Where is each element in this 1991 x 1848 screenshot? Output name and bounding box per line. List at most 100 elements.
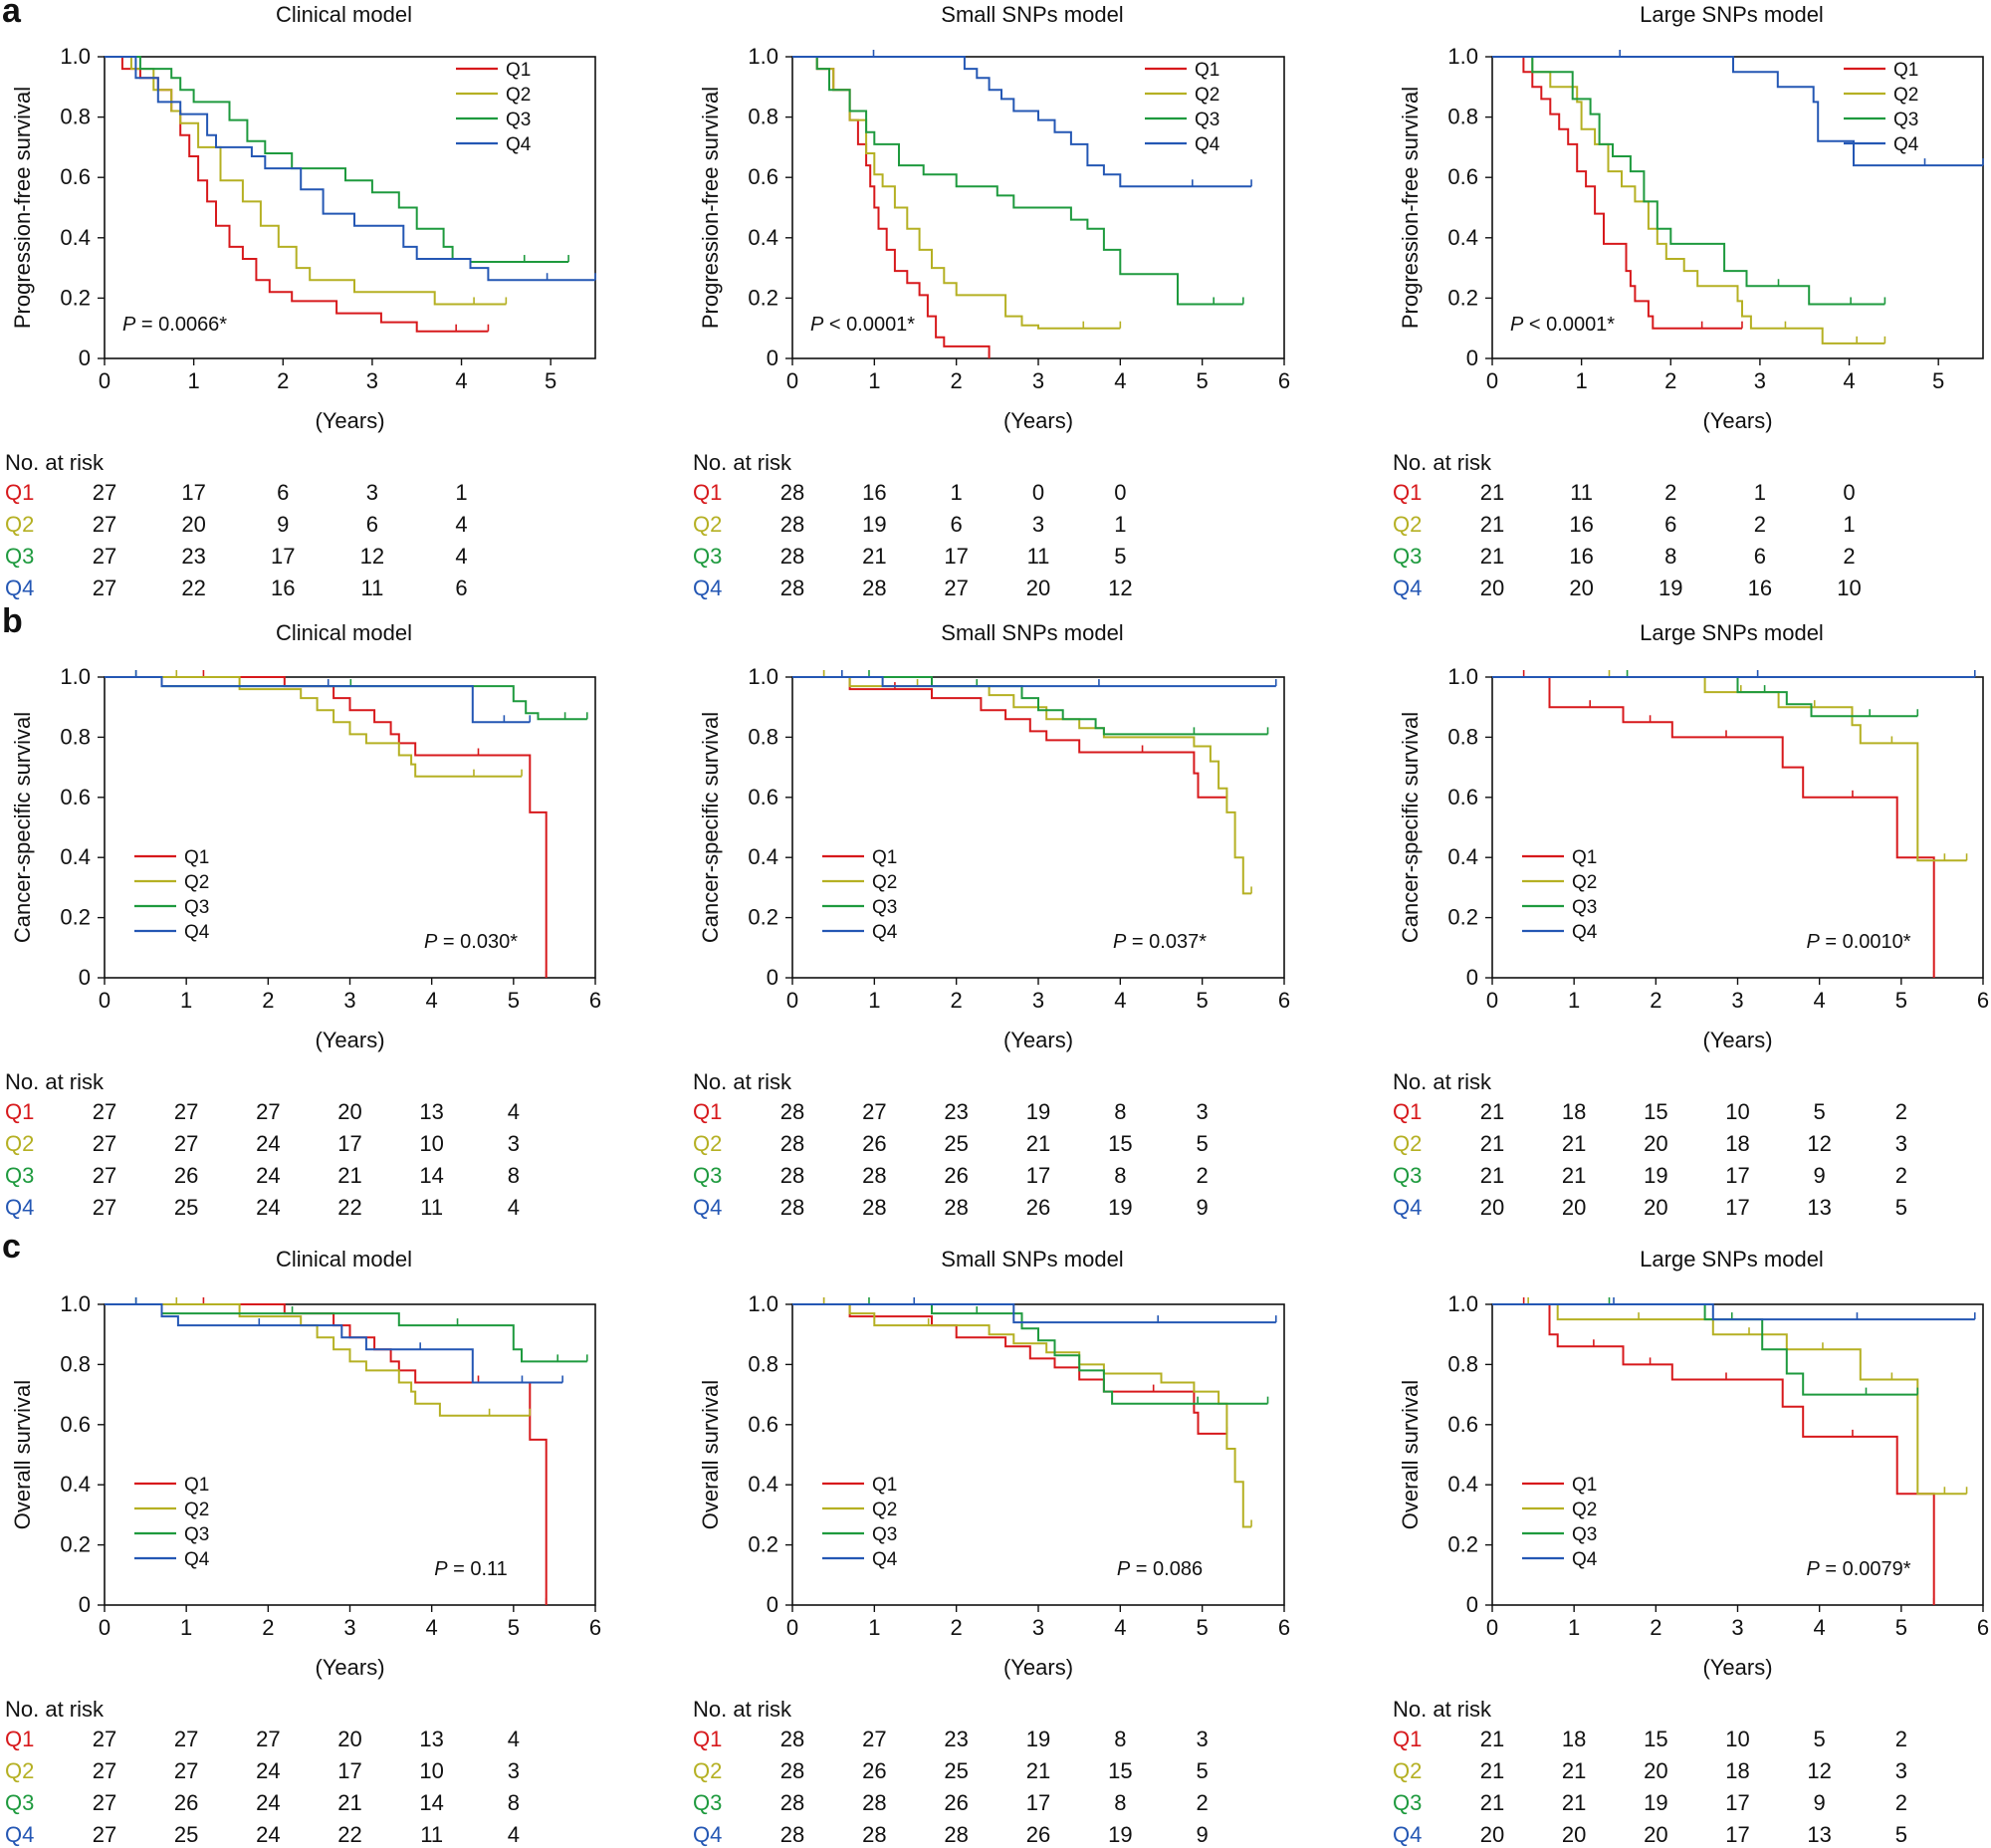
risk-table-count: 8 (508, 1163, 520, 1188)
x-tick-label: 0 (786, 368, 798, 393)
x-tick-label: 1 (868, 988, 880, 1013)
risk-table-count: 10 (419, 1758, 443, 1783)
y-tick-label: 0 (79, 965, 91, 990)
y-tick-label: 1.0 (1447, 1291, 1478, 1316)
p-value-text: = 0.030* (437, 931, 518, 953)
risk-table-count: 18 (1725, 1131, 1749, 1156)
risk-table-count: 21 (1480, 1131, 1504, 1156)
risk-table-group-q3: Q3 (5, 1163, 34, 1188)
x-tick-label: 5 (508, 1615, 520, 1640)
p-value: P = 0.0010* (1806, 931, 1910, 953)
p-value: P = 0.0066* (122, 314, 227, 336)
risk-table-group-q2: Q2 (5, 1758, 34, 1783)
risk-table-count: 6 (366, 512, 378, 537)
risk-table-count: 2 (1895, 1727, 1907, 1751)
chart-title: Large SNPs model (1640, 2, 1824, 27)
legend-label-q2: Q2 (872, 872, 897, 893)
risk-table-count: 21 (1480, 512, 1504, 537)
survival-curve-q4 (105, 1303, 563, 1384)
risk-table-count: 3 (1032, 512, 1044, 537)
y-tick-label: 0.8 (1447, 105, 1478, 129)
x-tick-label: 3 (1754, 368, 1766, 393)
risk-table-count: 27 (174, 1758, 198, 1783)
y-tick-label: 0.2 (1447, 905, 1478, 930)
survival-curve-q4 (1492, 1303, 1975, 1321)
risk-table-count: 21 (1562, 1790, 1586, 1815)
y-tick-label: 0.8 (748, 1351, 778, 1376)
risk-table-count: 1 (951, 480, 963, 505)
p-value-symbol: P (1806, 931, 1820, 953)
y-tick-label: 0.8 (1447, 1351, 1478, 1376)
risk-table-count: 9 (1814, 1790, 1826, 1815)
risk-table-count: 13 (419, 1727, 443, 1751)
survival-curve-q1 (792, 676, 1227, 799)
risk-table-header: No. at risk (5, 1069, 105, 1094)
plot-frame (1491, 56, 1984, 359)
risk-table-count: 28 (862, 1790, 886, 1815)
risk-table-group-q1: Q1 (693, 480, 722, 505)
risk-table-count: 28 (780, 1099, 804, 1124)
risk-table-header: No. at risk (5, 450, 105, 475)
risk-table-group-q2: Q2 (693, 1758, 722, 1783)
risk-table-count: 20 (181, 512, 205, 537)
x-tick-label: 0 (99, 988, 111, 1013)
x-axis-label: (Years) (1702, 1655, 1772, 1680)
p-value-text: = 0.11 (448, 1558, 508, 1580)
p-value-symbol: P (434, 1558, 448, 1580)
x-tick-label: 2 (951, 988, 963, 1013)
risk-table-header: No. at risk (693, 1069, 792, 1094)
risk-table-group-q4: Q4 (693, 1822, 722, 1847)
risk-table-count: 17 (1026, 1790, 1050, 1815)
x-tick-label: 0 (786, 988, 798, 1013)
risk-table-group-q2: Q2 (1393, 1131, 1422, 1156)
p-value-symbol: P (1806, 1558, 1820, 1580)
survival-curve-q3 (1492, 1303, 1918, 1396)
risk-table-count: 27 (93, 576, 116, 600)
risk-table-count: 28 (780, 1163, 804, 1188)
y-tick-label: 0.8 (1447, 724, 1478, 749)
y-tick-label: 0.6 (748, 164, 778, 189)
x-tick-label: 1 (180, 988, 192, 1013)
x-tick-label: 0 (1486, 368, 1498, 393)
y-tick-label: 1.0 (748, 664, 778, 689)
y-axis-label: Progression-free survival (10, 87, 35, 329)
risk-table-group-q3: Q3 (1393, 544, 1422, 569)
x-axis-label: (Years) (315, 408, 384, 433)
survival-curve-q2 (105, 56, 507, 306)
x-axis-label: (Years) (1702, 408, 1772, 433)
x-tick-label: 3 (366, 368, 378, 393)
x-axis-label: (Years) (1702, 1028, 1772, 1052)
survival-curve-q1 (1492, 676, 1935, 978)
survival-curve-q3 (792, 56, 1243, 306)
legend-label-q4: Q4 (1893, 134, 1919, 155)
risk-table-count: 12 (1807, 1131, 1831, 1156)
risk-table-count: 17 (1725, 1195, 1749, 1220)
risk-table-count: 27 (93, 1195, 116, 1220)
legend-label-q1: Q1 (1572, 1475, 1597, 1496)
legend-label-q2: Q2 (184, 1500, 209, 1520)
risk-table-count: 3 (1197, 1727, 1209, 1751)
p-value-text: = 0.037* (1126, 931, 1207, 953)
x-tick-label: 5 (1895, 1615, 1907, 1640)
risk-table-count: 1 (1114, 512, 1126, 537)
p-value: P < 0.0001* (810, 314, 915, 336)
legend-label-q3: Q3 (1893, 110, 1918, 130)
y-axis-label: Progression-free survival (698, 87, 723, 329)
risk-table-count: 25 (174, 1822, 198, 1847)
legend-label-q1: Q1 (872, 847, 897, 868)
risk-table-count: 10 (1725, 1099, 1749, 1124)
risk-table-group-q3: Q3 (693, 544, 722, 569)
risk-table-group-q3: Q3 (5, 1790, 34, 1815)
risk-table-count: 17 (1026, 1163, 1050, 1188)
risk-table-count: 9 (277, 512, 289, 537)
x-tick-label: 2 (1664, 368, 1676, 393)
y-axis-label: Overall survival (698, 1380, 723, 1529)
y-tick-label: 0.4 (60, 225, 91, 250)
x-tick-label: 6 (589, 988, 601, 1013)
risk-table-count: 11 (420, 1195, 443, 1220)
risk-table-count: 17 (337, 1758, 361, 1783)
survival-curve-q4 (792, 56, 1252, 188)
risk-table-count: 0 (1032, 480, 1044, 505)
risk-table-count: 22 (181, 576, 205, 600)
legend-label-q3: Q3 (872, 897, 897, 918)
